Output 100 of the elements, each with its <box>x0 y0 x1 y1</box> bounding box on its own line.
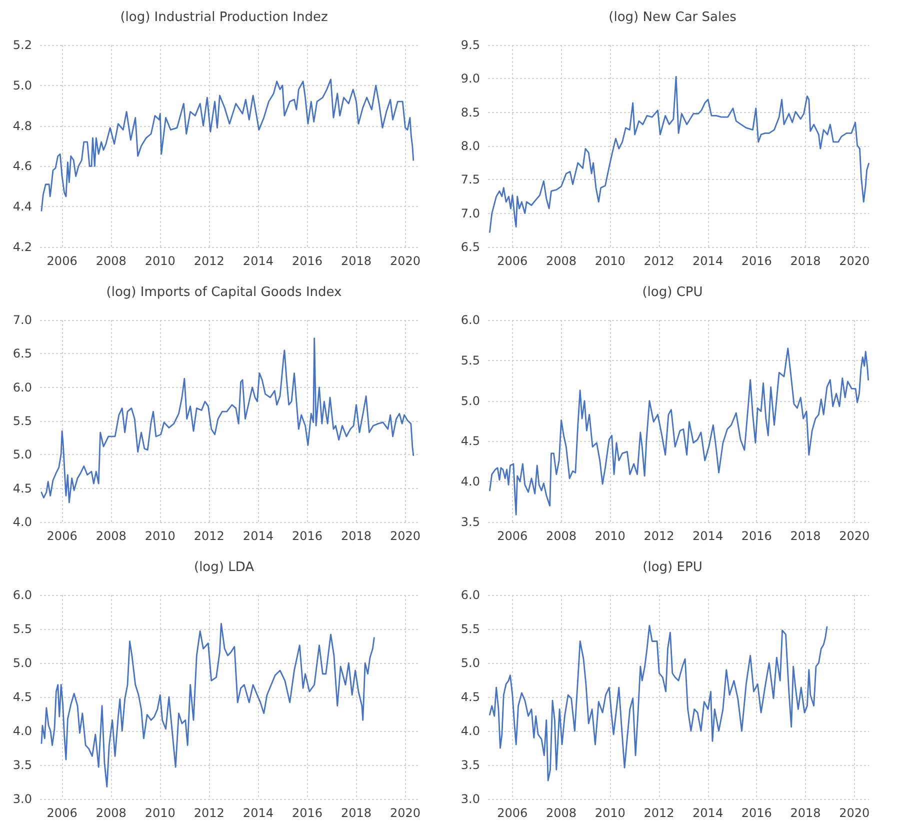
y-tick-label: 4.8 <box>12 118 32 133</box>
x-tick-label: 2014 <box>242 806 274 820</box>
y-tick-label: 7.0 <box>460 206 480 220</box>
x-tick-label: 2010 <box>594 806 626 820</box>
y-tick-label: 3.0 <box>12 792 32 806</box>
line-series <box>489 624 828 782</box>
x-tick-label: 2006 <box>497 806 528 820</box>
x-tick-label: 2016 <box>292 254 322 268</box>
y-tick-label: 4.5 <box>460 434 480 448</box>
x-tick-label: 2016 <box>292 529 322 543</box>
x-tick-label: 2008 <box>96 529 126 543</box>
x-tick-label: 2008 <box>96 254 126 268</box>
y-tick-label: 3.0 <box>460 792 480 806</box>
x-tick-label: 2018 <box>340 806 372 820</box>
x-tick-label: 2006 <box>46 529 78 543</box>
y-tick-label: 8.5 <box>460 105 480 120</box>
x-tick-label: 2012 <box>194 806 224 820</box>
x-tick-label: 2008 <box>546 529 577 543</box>
y-tick-label: 5.0 <box>12 448 32 462</box>
y-tick-label: 4.5 <box>12 481 32 496</box>
x-tick-label: 2008 <box>546 254 577 268</box>
x-tick-label: 2006 <box>497 529 528 543</box>
x-tick-label: 2016 <box>741 529 772 543</box>
y-tick-label: 5.0 <box>12 78 32 92</box>
x-tick-label: 2020 <box>390 806 421 820</box>
x-tick-label: 2012 <box>644 806 674 820</box>
y-tick-label: 7.0 <box>12 313 32 327</box>
x-tick-label: 2010 <box>144 254 176 268</box>
x-tick-label: 2010 <box>594 529 626 543</box>
x-tick-label: 2014 <box>242 529 274 543</box>
x-tick-label: 2008 <box>96 806 126 820</box>
y-tick-label: 6.0 <box>460 313 480 327</box>
line-series <box>489 348 869 516</box>
y-tick-label: 4.5 <box>460 690 480 704</box>
y-tick-label: 6.0 <box>12 588 32 602</box>
y-tick-label: 6.0 <box>460 588 480 602</box>
y-tick-label: 4.6 <box>12 159 32 174</box>
y-tick-label: 4.0 <box>12 724 32 738</box>
y-tick-label: 9.0 <box>460 72 480 86</box>
y-tick-label: 5.0 <box>460 394 480 408</box>
x-tick-label: 2020 <box>390 529 421 543</box>
y-tick-label: 5.0 <box>12 656 32 670</box>
chart-title: (log) CPU <box>642 285 703 300</box>
y-tick-label: 3.5 <box>460 515 480 529</box>
x-tick-label: 2020 <box>839 254 870 268</box>
x-tick-label: 2014 <box>242 254 274 268</box>
chart-title: (log) LDA <box>194 560 254 575</box>
y-tick-label: 9.5 <box>460 38 480 52</box>
x-tick-label: 2006 <box>497 254 528 268</box>
x-tick-label: 2018 <box>340 529 372 543</box>
x-tick-label: 2020 <box>839 529 870 543</box>
line-series <box>489 76 870 233</box>
y-tick-label: 6.5 <box>12 346 32 361</box>
x-tick-label: 2014 <box>692 529 724 543</box>
y-tick-label: 5.5 <box>12 414 32 428</box>
y-tick-label: 5.5 <box>460 622 480 636</box>
x-tick-label: 2012 <box>194 254 224 268</box>
x-tick-label: 2018 <box>790 529 821 543</box>
y-tick-label: 6.5 <box>460 240 480 254</box>
x-tick-label: 2012 <box>194 529 224 543</box>
y-tick-label: 6.0 <box>12 380 32 394</box>
y-tick-label: 8.0 <box>460 139 480 153</box>
x-tick-label: 2012 <box>644 254 674 268</box>
y-tick-label: 5.0 <box>460 656 480 670</box>
x-tick-label: 2018 <box>790 254 821 268</box>
y-tick-label: 3.5 <box>460 758 480 772</box>
y-tick-label: 4.4 <box>12 200 32 214</box>
y-tick-label: 4.0 <box>460 474 480 489</box>
x-tick-label: 2006 <box>46 254 78 268</box>
x-tick-label: 2010 <box>594 254 626 268</box>
chart-title: (log) EPU <box>642 560 702 575</box>
line-series <box>40 622 375 788</box>
x-tick-label: 2016 <box>741 806 772 820</box>
x-tick-label: 2020 <box>390 254 421 268</box>
y-tick-label: 5.2 <box>12 38 32 52</box>
chart-title: (log) New Car Sales <box>608 10 737 25</box>
x-tick-label: 2012 <box>644 529 674 543</box>
chart-title: (log) Imports of Capital Goods Index <box>106 285 342 300</box>
y-tick-label: 3.5 <box>12 758 32 772</box>
x-tick-label: 2008 <box>546 806 577 820</box>
x-tick-label: 2016 <box>741 254 772 268</box>
y-tick-label: 4.0 <box>460 724 480 738</box>
x-tick-label: 2014 <box>692 254 724 268</box>
x-tick-label: 2018 <box>340 254 372 268</box>
y-tick-label: 7.5 <box>460 172 480 187</box>
y-tick-label: 4.5 <box>12 690 32 704</box>
x-tick-label: 2010 <box>144 529 176 543</box>
x-tick-label: 2014 <box>692 806 724 820</box>
x-tick-label: 2016 <box>292 806 322 820</box>
y-tick-label: 4.0 <box>12 515 32 529</box>
line-series <box>40 337 414 504</box>
y-tick-label: 4.2 <box>12 240 32 254</box>
x-tick-label: 2006 <box>46 806 78 820</box>
x-tick-label: 2020 <box>839 806 870 820</box>
y-tick-label: 5.5 <box>460 353 480 368</box>
chart-title: (log) Industrial Production Indez <box>120 10 328 25</box>
line-series <box>40 78 414 212</box>
y-tick-label: 5.5 <box>12 622 32 636</box>
x-tick-label: 2010 <box>144 806 176 820</box>
x-tick-label: 2018 <box>790 806 821 820</box>
